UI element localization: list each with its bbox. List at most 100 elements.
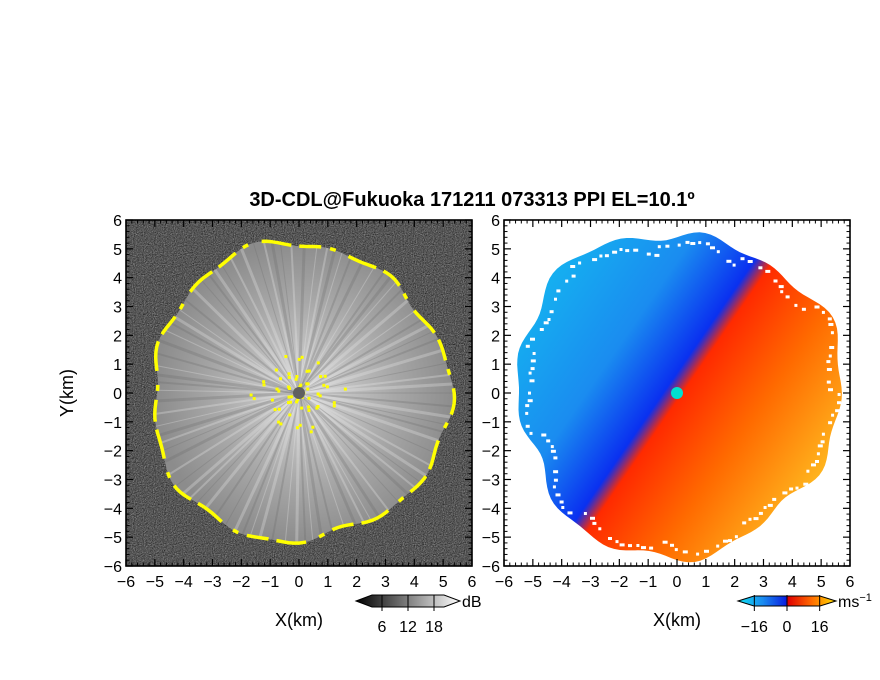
velocity-gap-pixel xyxy=(565,279,569,283)
velocity-gap-pixel xyxy=(649,546,654,550)
y-tick-label: −1 xyxy=(482,415,500,432)
reflectivity-ray xyxy=(298,392,314,540)
reflectivity-highlight-pixel xyxy=(289,400,292,404)
reflectivity-x-label: X(km) xyxy=(275,610,323,630)
colorbar-tick-label: −16 xyxy=(741,619,768,636)
velocity-gap-pixel xyxy=(826,360,831,364)
x-tick-label: −3 xyxy=(581,574,599,591)
reflectivity-highlight-pixel xyxy=(343,387,347,391)
reflectivity-high-edge xyxy=(153,239,457,545)
velocity-gap-pixel xyxy=(530,337,535,341)
velocity-gap-pixel xyxy=(528,371,532,375)
y-tick-label: 1 xyxy=(113,357,122,374)
y-tick-label: 1 xyxy=(491,357,500,374)
reflectivity-ray xyxy=(298,392,372,521)
y-tick-label: 6 xyxy=(113,213,122,230)
colorbar-tick-label: 18 xyxy=(425,619,443,636)
reflectivity-ray xyxy=(160,392,300,444)
reflectivity-ray xyxy=(155,392,300,427)
reflectivity-highlight-pixel xyxy=(262,383,266,387)
y-tick-label: −2 xyxy=(482,444,500,461)
velocity-gap-pixel xyxy=(801,307,806,311)
velocity-gap-pixel xyxy=(633,248,639,252)
reflectivity-highlight-pixel xyxy=(298,423,302,427)
velocity-gap-pixel xyxy=(608,537,612,540)
reflectivity-highlight-pixel xyxy=(309,430,313,434)
velocity-gap-pixel xyxy=(705,242,710,246)
x-tick-label: 1 xyxy=(701,574,710,591)
velocity-gap-pixel xyxy=(747,260,753,263)
reflectivity-highlight-pixel xyxy=(318,394,322,398)
reflectivity-highlight-pixel xyxy=(307,405,311,409)
velocity-gap-pixel xyxy=(550,445,554,449)
velocity-gap-pixel xyxy=(835,409,841,413)
reflectivity-ray xyxy=(298,288,403,394)
velocity-gap-pixel xyxy=(677,243,681,247)
reflectivity-ray xyxy=(297,391,409,496)
reflectivity-highlight-pixel xyxy=(288,387,291,390)
reflectivity-ray xyxy=(295,392,301,544)
velocity-gap-pixel xyxy=(554,297,557,301)
reflectivity-ray xyxy=(154,392,300,415)
reflectivity-highlight-pixel xyxy=(273,408,277,412)
reflectivity-ray xyxy=(298,330,434,394)
y-tick-label: 5 xyxy=(113,242,122,259)
reflectivity-ray xyxy=(280,243,300,394)
x-tick-label: 3 xyxy=(381,574,390,591)
velocity-gap-pixel xyxy=(525,411,529,415)
velocity-gap-pixel xyxy=(728,539,732,543)
reflectivity-ray xyxy=(191,287,301,395)
velocity-gap-pixel xyxy=(528,391,531,395)
velocity-gap-pixel xyxy=(763,506,767,509)
velocity-gap-pixel xyxy=(636,544,640,547)
x-tick-label: −6 xyxy=(495,574,513,591)
velocity-x-label: X(km) xyxy=(653,610,701,630)
reflectivity-highlight-pixel xyxy=(252,397,256,401)
x-tick-label: 5 xyxy=(817,574,826,591)
y-tick-label: 0 xyxy=(113,386,122,403)
reflectivity-highlight-pixel xyxy=(277,389,281,393)
x-tick-label: −4 xyxy=(553,574,571,591)
reflectivity-ray xyxy=(271,392,300,540)
reflectivity-highlight-pixel xyxy=(316,392,320,396)
velocity-unit-exponent: −1 xyxy=(859,592,872,604)
reflectivity-ray xyxy=(298,392,432,467)
x-tick-label: 4 xyxy=(788,574,797,591)
velocity-gap-pixel xyxy=(547,318,551,321)
reflectivity-ray xyxy=(298,270,386,394)
reflectivity-highlight-pixel xyxy=(295,426,299,430)
reflectivity-ray xyxy=(157,389,300,394)
reflectivity-ray xyxy=(298,392,365,524)
reflectivity-ray xyxy=(298,392,454,408)
reflectivity-ray xyxy=(298,247,329,394)
reflectivity-ray xyxy=(284,392,300,543)
velocity-gap-pixel xyxy=(794,303,798,307)
reflectivity-ray xyxy=(297,392,323,536)
reflectivity-highlight-pixel xyxy=(316,361,320,365)
y-tick-label: 4 xyxy=(113,271,122,288)
reflectivity-highlight-pixel xyxy=(323,374,327,378)
velocity-gap-pixel xyxy=(625,249,630,253)
reflectivity-ray xyxy=(241,392,300,535)
velocity-gap-pixel xyxy=(821,432,825,436)
velocity-gap-pixel xyxy=(527,399,533,403)
y-tick-label: −2 xyxy=(104,444,122,461)
reflectivity-highlight-pixel xyxy=(249,393,253,397)
reflectivity-ray xyxy=(298,392,345,526)
velocity-gap-pixel xyxy=(541,433,547,437)
velocity-gap-pixel xyxy=(525,404,530,408)
reflectivity-ray xyxy=(174,315,300,395)
x-tick-label: −1 xyxy=(261,574,279,591)
velocity-gap-pixel xyxy=(599,254,603,258)
y-tick-label: −4 xyxy=(482,501,500,518)
reflectivity-ray xyxy=(298,392,390,512)
reflectivity-ray xyxy=(298,392,307,543)
reflectivity-highlight-pixel xyxy=(332,401,336,405)
x-tick-label: −6 xyxy=(117,574,135,591)
reflectivity-ray xyxy=(298,324,430,395)
reflectivity-highlight-pixel xyxy=(299,383,303,387)
reflectivity-ray xyxy=(157,391,300,438)
velocity-gap-pixel xyxy=(598,527,602,531)
reflectivity-colorbar-ticks xyxy=(381,595,435,611)
reflectivity-ray xyxy=(213,269,301,394)
